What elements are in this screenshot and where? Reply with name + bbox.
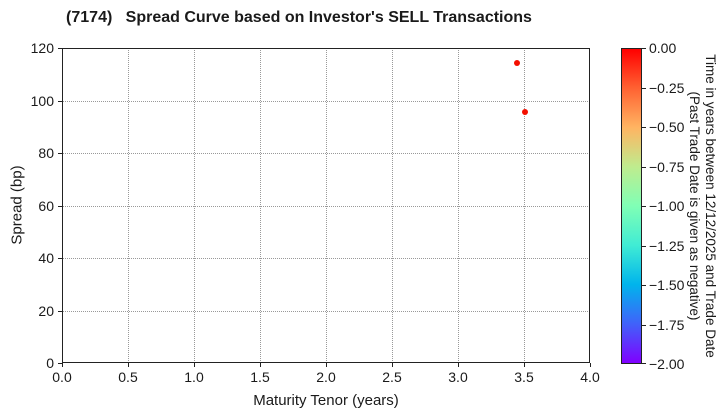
y-tick-label: 20 <box>38 302 54 319</box>
colorbar-tick-mark <box>642 48 646 49</box>
x-tick-mark <box>590 363 591 367</box>
colorbar-tick-mark <box>642 285 646 286</box>
y-tick-mark <box>58 310 62 312</box>
y-tick-mark <box>58 100 62 102</box>
x-tick-mark <box>326 363 327 367</box>
data-point <box>522 109 529 116</box>
colorbar-tick-label: −1.00 <box>649 198 685 214</box>
y-tick-mark <box>58 205 62 207</box>
x-tick-label: 3.0 <box>448 369 468 385</box>
colorbar-tick-label: −1.25 <box>649 237 685 254</box>
y-tick-mark <box>58 258 62 259</box>
colorbar-tick-label: −2.00 <box>649 356 685 372</box>
x-axis-label: Maturity Tenor (years) <box>253 392 399 409</box>
y-tick-label: 0 <box>46 355 54 371</box>
x-tick-mark <box>458 363 459 367</box>
colorbar-tick-mark <box>642 245 646 247</box>
plot-area-frame <box>62 48 590 363</box>
x-tick-label: 1.5 <box>250 369 270 385</box>
y-gridline <box>62 100 590 102</box>
colorbar-tick-mark <box>642 87 646 89</box>
chart-title: (7174) Spread Curve based on Investor's … <box>66 9 532 26</box>
y-tick-mark <box>58 363 62 364</box>
y-tick-label: 120 <box>30 40 54 56</box>
y-gridline <box>62 153 590 154</box>
colorbar-tick-label: 0.00 <box>649 40 677 56</box>
colorbar-tick-mark <box>642 206 646 207</box>
y-gridline <box>62 258 590 259</box>
x-tick-label: 0.0 <box>52 369 72 385</box>
x-tick-label: 2.5 <box>382 369 402 385</box>
data-point <box>514 59 521 66</box>
colorbar-tick-label: −1.50 <box>649 277 685 293</box>
colorbar-tick-mark <box>642 127 646 128</box>
y-tick-label: 100 <box>30 92 54 109</box>
colorbar-tick-label: −1.75 <box>649 316 685 333</box>
colorbar-gradient <box>621 48 642 364</box>
x-tick-label: 1.0 <box>184 369 204 385</box>
y-tick-label: 40 <box>38 250 54 266</box>
x-tick-label: 2.0 <box>316 369 336 385</box>
x-tick-label: 0.5 <box>118 369 138 385</box>
y-gridline <box>62 205 590 207</box>
y-gridline <box>62 310 590 312</box>
x-tick-mark <box>392 363 393 367</box>
colorbar-tick-label: −0.50 <box>649 119 685 135</box>
y-tick-label: 60 <box>38 197 54 214</box>
colorbar-tick-label: −0.25 <box>649 79 685 96</box>
x-tick-label: 3.5 <box>514 369 534 385</box>
x-tick-mark <box>194 363 195 367</box>
x-tick-mark <box>128 363 129 367</box>
colorbar-tick-mark <box>642 363 646 364</box>
x-tick-label: 4.0 <box>580 369 600 385</box>
x-tick-mark <box>524 363 525 367</box>
y-tick-label: 80 <box>38 145 54 161</box>
colorbar-tick-mark <box>642 324 646 326</box>
y-tick-mark <box>58 153 62 154</box>
x-tick-mark <box>62 363 63 367</box>
x-tick-mark <box>260 363 261 367</box>
y-tick-mark <box>58 48 62 49</box>
colorbar-tick-mark <box>642 166 646 168</box>
colorbar-tick-label: −0.75 <box>649 158 685 175</box>
